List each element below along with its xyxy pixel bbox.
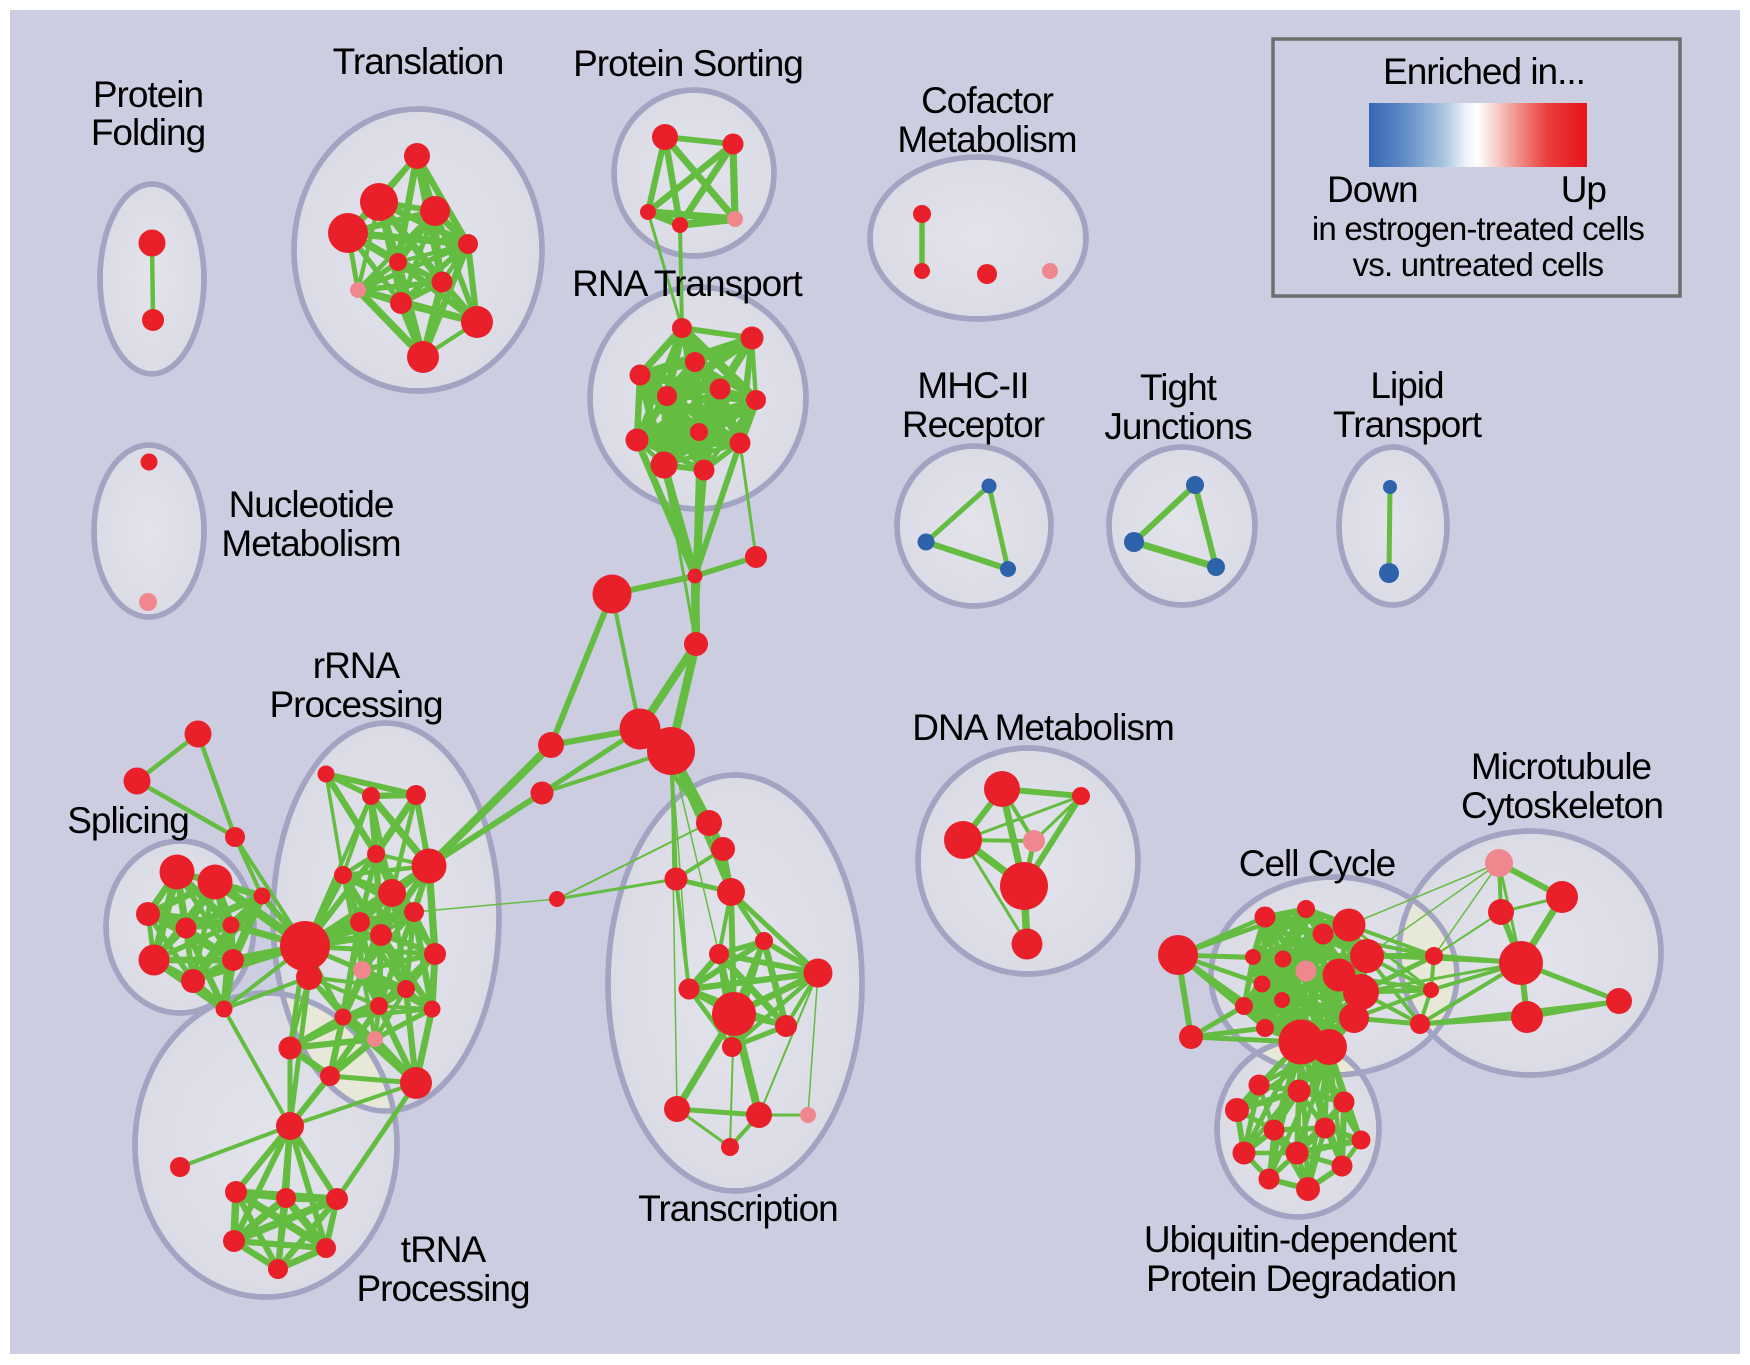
svg-text:MHC-II: MHC-II [917,365,1028,406]
svg-text:rRNA: rRNA [313,645,401,686]
svg-text:Splicing: Splicing [67,800,189,841]
svg-text:Protein: Protein [93,74,203,115]
svg-text:Metabolism: Metabolism [897,119,1076,160]
svg-text:Lipid: Lipid [1370,365,1443,406]
svg-text:Ubiquitin-dependent: Ubiquitin-dependent [1144,1219,1458,1260]
svg-text:Receptor: Receptor [902,404,1045,445]
svg-text:Protein Degradation: Protein Degradation [1146,1258,1456,1299]
svg-text:Microtubule: Microtubule [1471,746,1651,787]
svg-text:DNA Metabolism: DNA Metabolism [912,707,1174,748]
svg-text:tRNA: tRNA [401,1229,487,1270]
svg-text:Folding: Folding [91,112,205,153]
svg-text:Processing: Processing [269,684,442,725]
svg-text:vs. untreated cells: vs. untreated cells [1353,246,1604,283]
svg-text:Cytoskeleton: Cytoskeleton [1461,785,1663,826]
svg-text:Translation: Translation [333,41,504,82]
svg-text:Enriched in...: Enriched in... [1383,51,1585,92]
svg-text:Down: Down [1327,169,1418,210]
svg-text:Junctions: Junctions [1104,406,1252,447]
svg-text:Up: Up [1561,169,1607,210]
svg-text:Nucleotide: Nucleotide [229,484,394,525]
svg-text:Metabolism: Metabolism [221,523,400,564]
svg-text:Cofactor: Cofactor [921,80,1054,121]
svg-text:Transcription: Transcription [638,1188,837,1229]
svg-text:in estrogen-treated cells: in estrogen-treated cells [1312,210,1644,247]
svg-text:Tight: Tight [1140,367,1218,408]
svg-text:Protein Sorting: Protein Sorting [573,43,803,84]
svg-text:Processing: Processing [356,1268,529,1309]
svg-text:Cell Cycle: Cell Cycle [1239,843,1396,884]
svg-text:Transport: Transport [1333,404,1483,445]
svg-text:RNA Transport: RNA Transport [572,263,803,304]
